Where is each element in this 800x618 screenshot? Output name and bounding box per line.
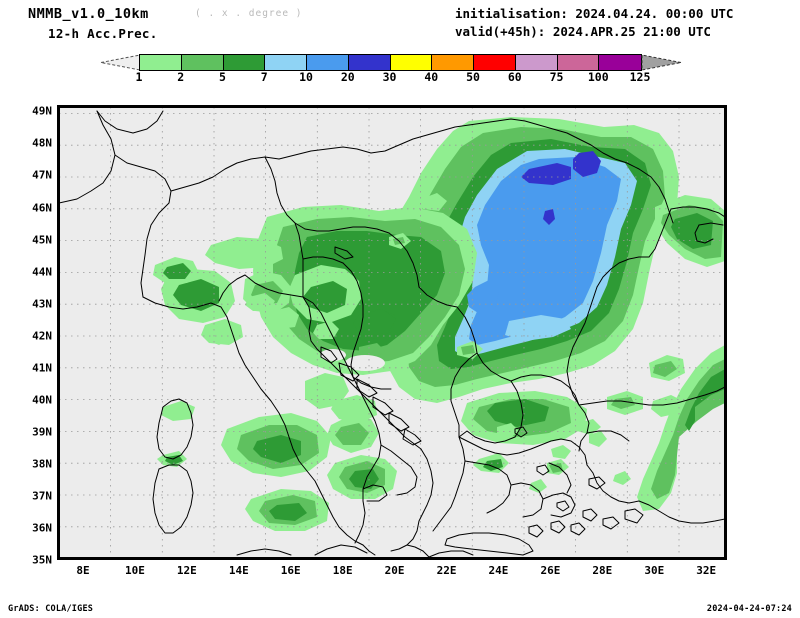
colorbar-tick-100: 100 xyxy=(587,70,609,84)
y-axis-label-49N: 49N xyxy=(32,104,52,118)
colorbar-cell-4 xyxy=(307,55,349,70)
colorbar-strip xyxy=(139,54,642,71)
map-coastlines xyxy=(59,110,725,558)
colorbar-cell-10 xyxy=(557,55,600,70)
y-axis-label-41N: 41N xyxy=(32,361,52,375)
map-svg xyxy=(59,107,725,558)
colorbar-cell-3 xyxy=(265,55,307,70)
map-inner-border xyxy=(59,107,725,558)
colorbar-tick-40: 40 xyxy=(424,70,439,84)
colorbar-cell-0 xyxy=(140,55,182,70)
colorbar-cell-9 xyxy=(515,55,558,70)
field-title: 12-h Acc.Prec. xyxy=(48,26,158,41)
colorbar-tick-1: 1 xyxy=(135,70,143,84)
colorbar: 1 2 5 7 10 20 30 40 50 60 75 100 125 xyxy=(0,52,800,84)
x-axis-label-22E: 22E xyxy=(436,564,457,577)
colorbar-tick-10: 10 xyxy=(299,70,313,84)
y-axis-label-35N: 35N xyxy=(32,553,52,567)
colorbar-cell-8 xyxy=(474,55,516,70)
y-axis-label-40N: 40N xyxy=(32,393,52,407)
y-axis-label-47N: 47N xyxy=(32,168,52,182)
y-axis-label-44N: 44N xyxy=(32,265,52,279)
colorbar-tick-30: 30 xyxy=(382,70,397,84)
y-axis-label-46N: 46N xyxy=(32,201,52,215)
x-axis-label-18E: 18E xyxy=(332,564,353,577)
colorbar-tick-60: 60 xyxy=(507,70,522,84)
footer-credit: GrADS: COLA/IGES xyxy=(8,604,94,614)
header: NMMB_v1.0_10km ( . x . degree ) 12-h Acc… xyxy=(0,0,800,48)
y-axis-label-43N: 43N xyxy=(32,297,52,311)
colorbar-tick-50: 50 xyxy=(466,70,480,84)
model-title: NMMB_v1.0_10km xyxy=(28,6,149,22)
x-axis-label-20E: 20E xyxy=(384,564,405,577)
x-axis-label-28E: 28E xyxy=(592,564,613,577)
y-axis-label-42N: 42N xyxy=(32,329,52,343)
x-axis-label-14E: 14E xyxy=(228,564,249,577)
x-axis-label-8E: 8E xyxy=(76,564,90,577)
colorbar-cell-7 xyxy=(432,55,474,70)
x-axis-label-12E: 12E xyxy=(176,564,197,577)
y-axis-label-48N: 48N xyxy=(32,136,52,150)
x-axis-label-16E: 16E xyxy=(280,564,301,577)
colorbar-cell-5 xyxy=(348,55,391,70)
x-axis-label-32E: 32E xyxy=(696,564,717,577)
y-axis-label-37N: 37N xyxy=(32,489,52,503)
colorbar-cell-1 xyxy=(181,55,224,70)
y-axis-label-38N: 38N xyxy=(32,457,52,471)
map-plot-area[interactable] xyxy=(57,105,727,560)
colorbar-tick-20: 20 xyxy=(340,70,355,84)
footer-timestamp: 2024-04-24-07:24 xyxy=(706,604,792,614)
valid-time: valid(+45h): 2024.APR.25 21:00 UTC xyxy=(455,24,711,39)
y-axis-label-36N: 36N xyxy=(32,521,52,535)
y-axis-label-45N: 45N xyxy=(32,233,52,247)
colorbar-ticks: 1 2 5 7 10 20 30 40 50 60 75 100 125 xyxy=(0,70,800,84)
model-units-note: ( . x . degree ) xyxy=(195,8,303,19)
colorbar-tick-7: 7 xyxy=(260,70,268,84)
initialisation-time: initialisation: 2024.04.24. 00:00 UTC xyxy=(455,6,734,21)
colorbar-cell-6 xyxy=(390,55,433,70)
colorbar-cell-11 xyxy=(599,55,641,70)
x-axis-label-26E: 26E xyxy=(540,564,561,577)
colorbar-tick-125: 125 xyxy=(629,70,651,84)
colorbar-cell-2 xyxy=(223,55,266,70)
colorbar-tick-2: 2 xyxy=(177,70,185,84)
x-axis-label-10E: 10E xyxy=(124,564,145,577)
y-axis-label-39N: 39N xyxy=(32,425,52,439)
colorbar-above-max-arrow xyxy=(641,54,682,71)
x-axis-label-30E: 30E xyxy=(644,564,665,577)
colorbar-tick-75: 75 xyxy=(549,70,564,84)
precipitation-contours xyxy=(153,117,725,531)
x-axis-label-24E: 24E xyxy=(488,564,509,577)
colorbar-tick-5: 5 xyxy=(219,70,226,84)
colorbar-below-min-arrow xyxy=(100,54,141,71)
